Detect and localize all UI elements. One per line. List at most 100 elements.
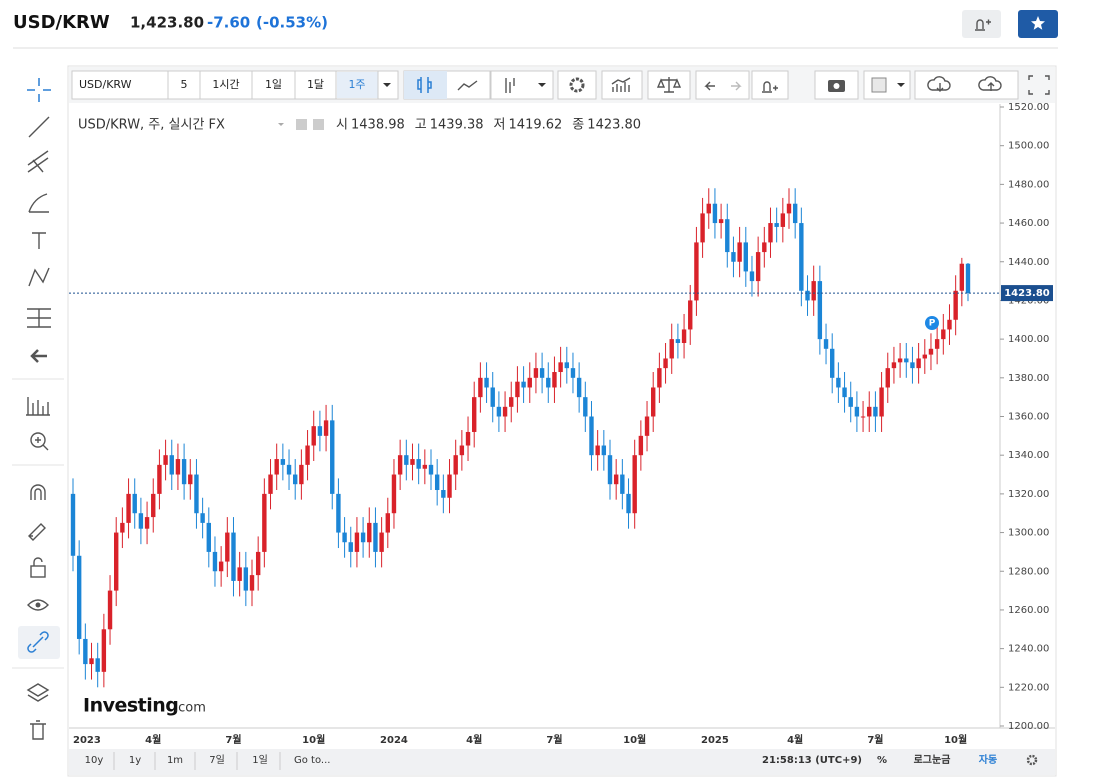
candle-body <box>138 513 144 529</box>
magnet-tool[interactable] <box>30 484 46 500</box>
candle-body <box>768 223 773 243</box>
fib-tool[interactable] <box>27 150 49 173</box>
candle-body <box>188 474 193 485</box>
legend-icon[interactable] <box>296 119 307 130</box>
eye-tool[interactable] <box>27 599 49 611</box>
candle-body <box>922 354 927 359</box>
lock-tool[interactable] <box>30 565 46 578</box>
settings-button[interactable] <box>557 70 597 100</box>
footer-settings[interactable] <box>1026 754 1038 766</box>
auto-toggle[interactable]: 자동 <box>979 753 997 766</box>
fullscreen[interactable] <box>1028 75 1050 95</box>
back-tool[interactable] <box>30 349 47 363</box>
candle-body <box>280 459 286 465</box>
candle-body <box>657 368 662 388</box>
candle-body <box>397 455 403 475</box>
cloud-down[interactable] <box>927 76 951 92</box>
interval[interactable]: 5 <box>181 78 188 91</box>
candle-body <box>379 532 384 552</box>
x-tick-label: 4월 <box>787 734 803 746</box>
undo-icon[interactable] <box>704 81 715 91</box>
candle-body <box>910 362 915 369</box>
candle-button[interactable] <box>404 71 447 99</box>
zoom-tool[interactable] <box>30 432 46 448</box>
range-button[interactable]: 1달 <box>307 78 324 91</box>
line-icon[interactable] <box>457 80 478 91</box>
candle-body <box>157 464 162 494</box>
brush-tool[interactable] <box>28 193 49 213</box>
candle-body <box>151 493 156 518</box>
candle-body <box>539 368 545 378</box>
candle-body <box>558 362 563 373</box>
bars-icon[interactable] <box>505 78 515 93</box>
line-tool[interactable] <box>28 116 50 138</box>
legend-icon[interactable] <box>313 119 324 130</box>
candle-body <box>613 474 619 485</box>
ohlc-value: 1419.62 <box>509 118 563 133</box>
candle-body <box>385 513 390 533</box>
candle-body <box>132 493 137 514</box>
range-button[interactable]: 1시간 <box>212 78 239 91</box>
candle-body <box>422 464 428 469</box>
candle-body <box>237 567 242 581</box>
candle-body <box>589 416 594 456</box>
delete-tool[interactable] <box>30 720 46 740</box>
cloud-up[interactable] <box>978 76 1002 91</box>
percent-toggle[interactable]: % <box>877 755 887 766</box>
position-marker[interactable] <box>925 316 939 330</box>
footer: 10y 1y 1m 7일 1일 <box>85 752 281 770</box>
lock-draw-tool[interactable] <box>28 523 46 541</box>
alert-button[interactable] <box>962 10 1001 38</box>
crosshair-tool[interactable] <box>27 78 51 102</box>
pattern-tool[interactable] <box>28 267 50 287</box>
candle-body <box>848 397 853 407</box>
candle-body <box>681 329 687 343</box>
link-tool-bg[interactable] <box>18 626 60 659</box>
color-button[interactable] <box>863 70 911 100</box>
redo-icon[interactable] <box>731 81 742 91</box>
candle-body <box>126 493 131 523</box>
text-tool[interactable] <box>32 232 46 249</box>
dropdown[interactable] <box>383 83 391 87</box>
indicator-tool[interactable] <box>26 397 50 416</box>
candle-body <box>780 213 786 227</box>
y-tick-label: 1380.00 <box>1008 373 1049 384</box>
candle-body <box>330 420 335 494</box>
candle-body <box>181 459 187 485</box>
y-tick-label: 1260.00 <box>1008 605 1049 616</box>
period-button[interactable]: 1y <box>129 755 141 766</box>
candle-body <box>830 348 835 378</box>
measure-tool[interactable] <box>27 308 51 328</box>
candle-body <box>360 532 366 543</box>
candle-body <box>669 339 674 359</box>
indicators-button[interactable] <box>601 70 643 100</box>
legend-title: USD/KRW, 주, 실시간 FX <box>78 118 225 133</box>
candle-body <box>607 455 613 485</box>
candle-body <box>206 522 211 552</box>
period-button[interactable]: 10y <box>85 755 104 766</box>
dropdown[interactable] <box>897 83 905 87</box>
goto[interactable]: Go to... <box>294 755 330 766</box>
candle-body <box>286 464 292 475</box>
period-button[interactable]: 7일 <box>209 754 225 766</box>
dropdown[interactable] <box>538 83 546 87</box>
y-tick-label: 1520.00 <box>1008 102 1049 113</box>
candle-body <box>675 339 681 343</box>
legend-dropdown[interactable] <box>278 123 284 126</box>
range-button[interactable]: 1일 <box>265 77 282 91</box>
candle-body <box>262 493 267 552</box>
log-toggle[interactable]: 로그눈금 <box>914 754 951 766</box>
candle-body <box>601 445 607 456</box>
layers-tool[interactable] <box>26 683 50 702</box>
range-active-bg <box>337 72 378 98</box>
last-price-label: 1423.80 <box>1004 288 1050 299</box>
y-tick-label: 1460.00 <box>1008 218 1049 229</box>
candle-body <box>218 561 224 572</box>
candle-body <box>293 474 298 485</box>
candle-body <box>786 203 792 214</box>
range-button[interactable]: 1주 <box>348 78 365 91</box>
toolbar-symbol[interactable]: USD/KRW <box>79 78 132 91</box>
candle-body <box>89 658 94 665</box>
period-button[interactable]: 1일 <box>252 754 268 766</box>
period-button[interactable]: 1m <box>167 755 183 766</box>
